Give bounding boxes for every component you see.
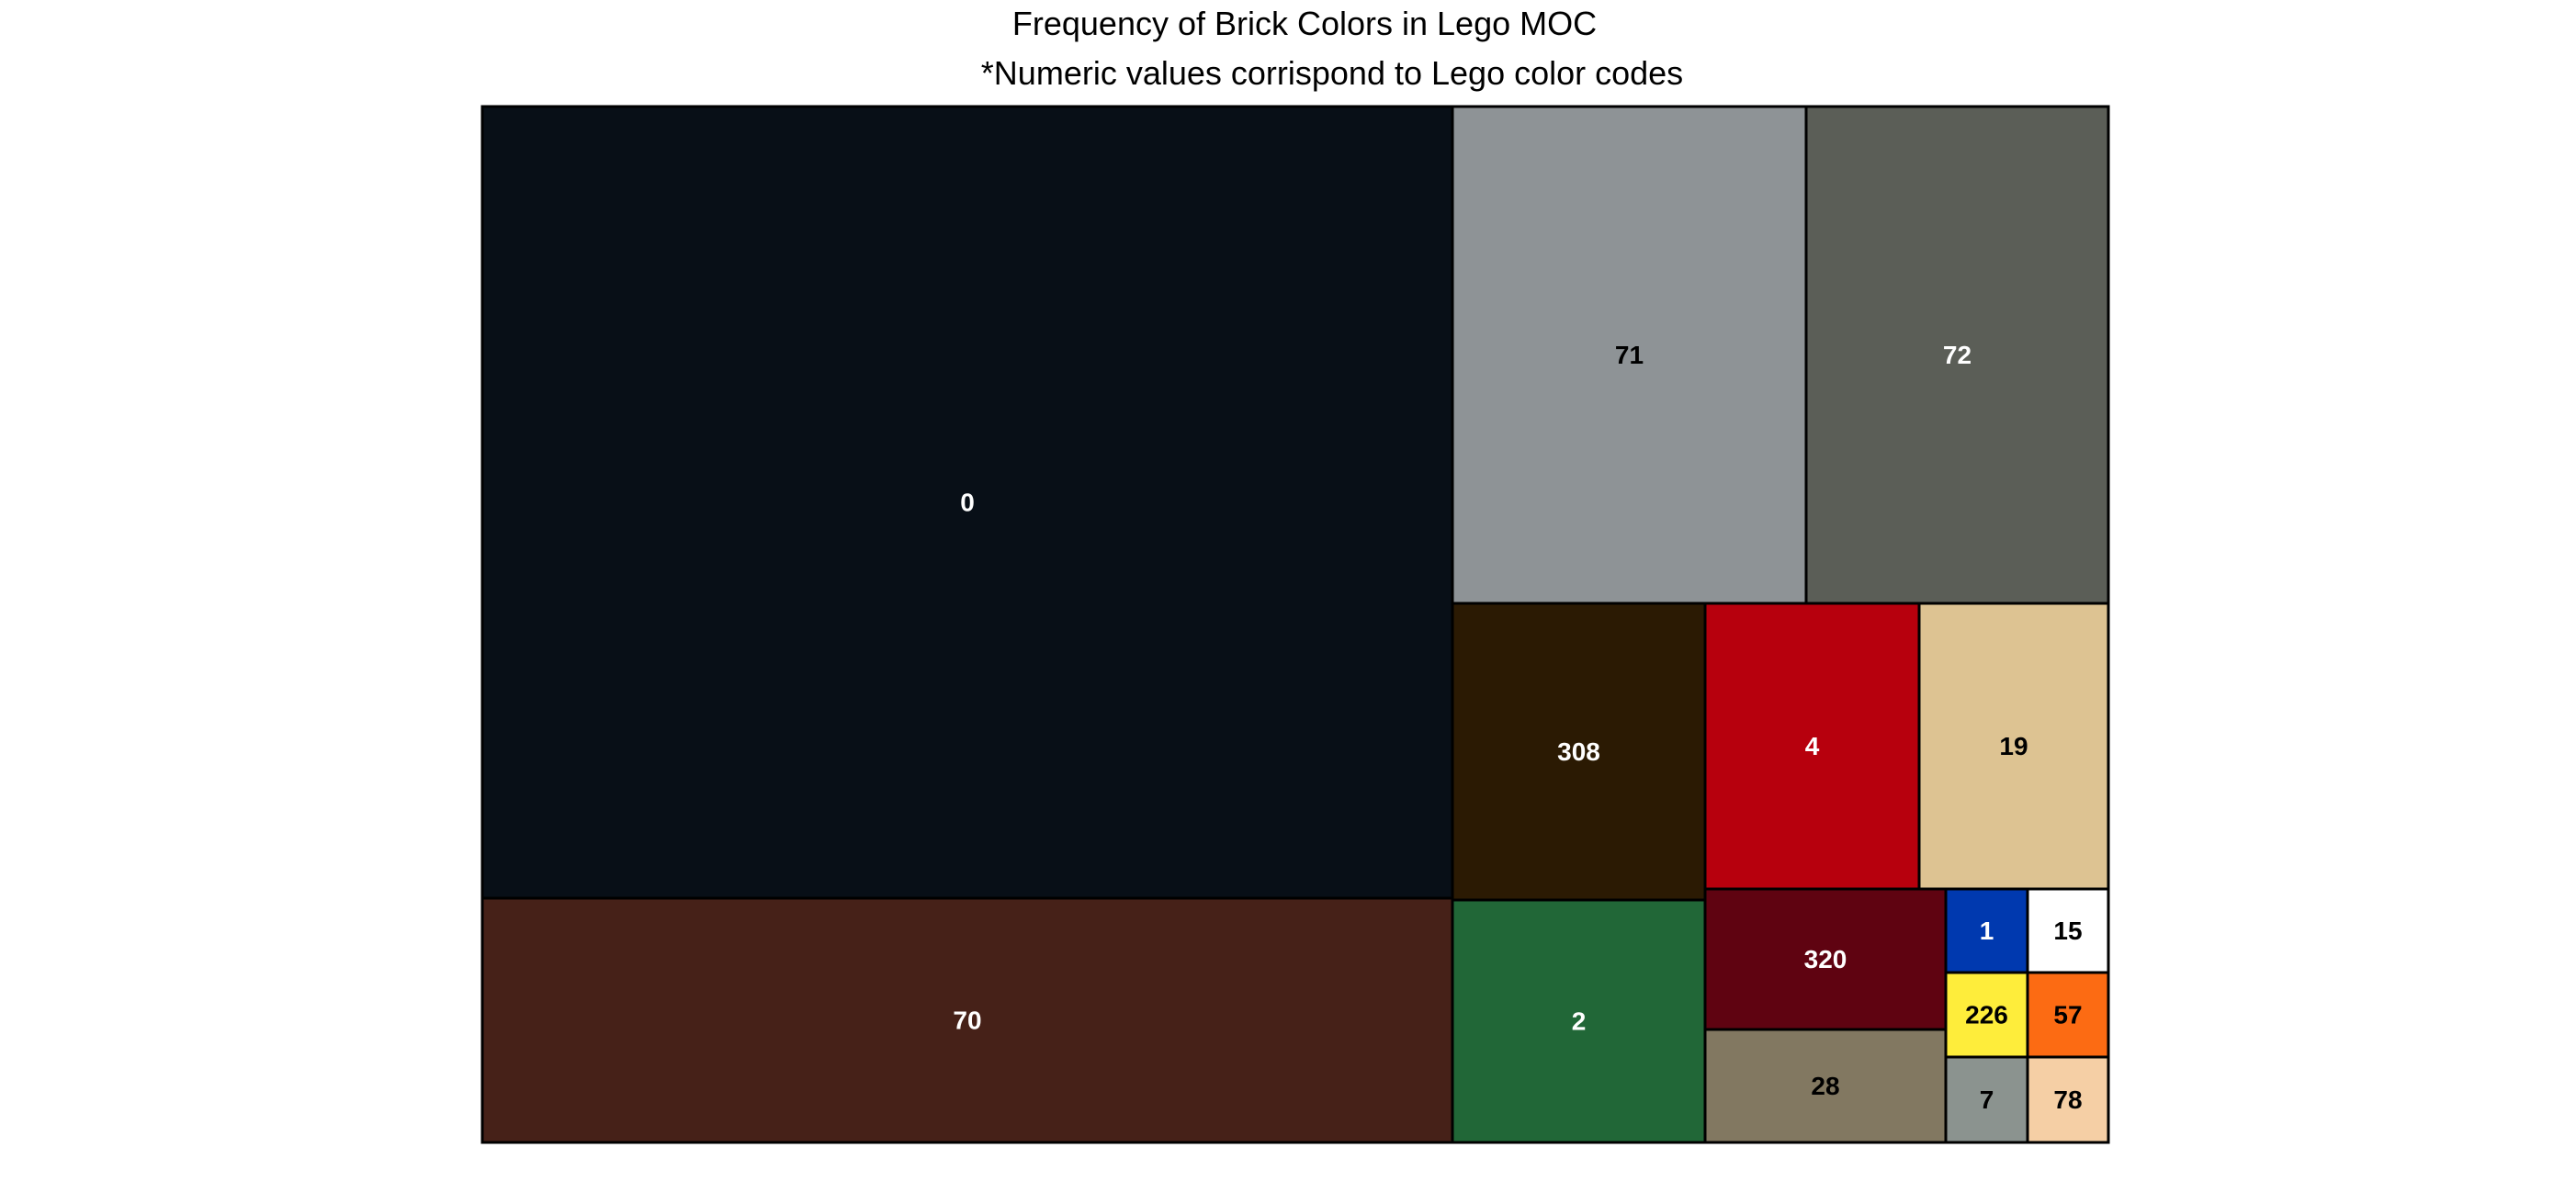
treemap-cell-0 bbox=[480, 105, 1454, 900]
treemap-cell-label-1: 1 bbox=[1980, 917, 1994, 945]
treemap-cell-label-57: 57 bbox=[2053, 1001, 2082, 1029]
treemap-cell-label-19: 19 bbox=[1999, 732, 2028, 760]
treemap-cell-label-15: 15 bbox=[2053, 917, 2082, 945]
treemap-cell-label-7: 7 bbox=[1980, 1085, 1994, 1114]
treemap-cell-15 bbox=[2026, 887, 2110, 974]
treemap-cell-72 bbox=[1804, 105, 2110, 605]
treemap-cell-label-4: 4 bbox=[1805, 732, 1820, 760]
treemap-cell-2 bbox=[1451, 898, 1707, 1144]
chart-subtitle: *Numeric values corrispond to Lego color… bbox=[981, 54, 1683, 92]
treemap-cell-label-2: 2 bbox=[1572, 1007, 1587, 1036]
treemap-cell-label-28: 28 bbox=[1811, 1072, 1839, 1100]
treemap-cell-57 bbox=[2026, 971, 2110, 1059]
treemap-cell-label-226: 226 bbox=[1965, 1001, 2008, 1029]
treemap-cell-4 bbox=[1703, 602, 1921, 891]
treemap-cell-28 bbox=[1703, 1028, 1948, 1144]
treemap-cell-label-78: 78 bbox=[2053, 1085, 2082, 1114]
treemap-cell-label-320: 320 bbox=[1804, 945, 1847, 973]
treemap-cell-308 bbox=[1451, 602, 1707, 902]
treemap-cells: 0 70 71 72 308 4 19 2 320 28 1 15 226 57 7 78 bbox=[480, 105, 2110, 1144]
treemap-cell-label-70: 70 bbox=[953, 1007, 981, 1035]
treemap-cell-label-308: 308 bbox=[1557, 737, 1600, 766]
treemap-cell-label-71: 71 bbox=[1615, 341, 1644, 369]
treemap-cell-70 bbox=[480, 896, 1454, 1144]
chart-title: Frequency of Brick Colors in Lego MOC bbox=[1012, 5, 1597, 42]
treemap-cell-78 bbox=[2026, 1055, 2110, 1144]
plot-border bbox=[480, 105, 2110, 1144]
treemap-cell-label-0: 0 bbox=[960, 489, 975, 517]
treemap-cell-label-72: 72 bbox=[1943, 341, 1972, 369]
